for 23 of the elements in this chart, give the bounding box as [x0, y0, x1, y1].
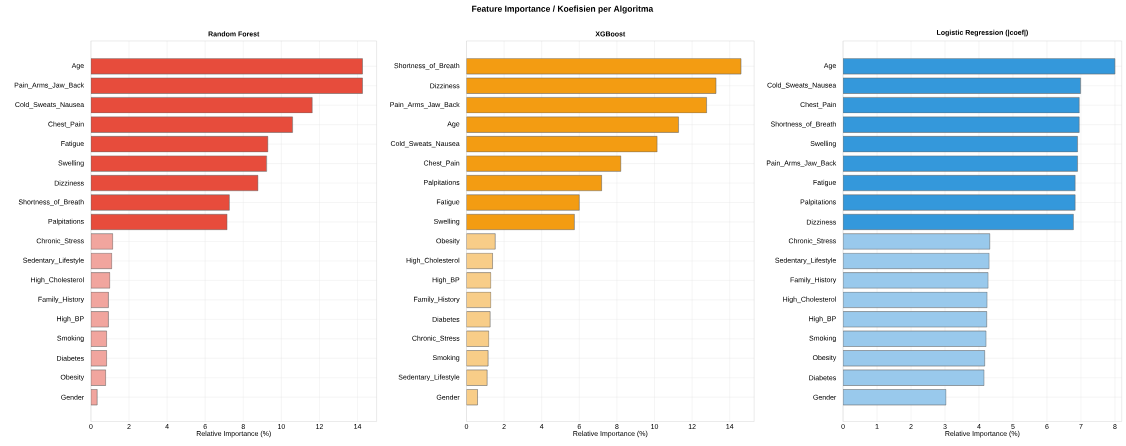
- bar: [843, 174, 1076, 191]
- bar: [843, 116, 1080, 133]
- bar: [843, 349, 986, 367]
- bar: [843, 369, 985, 386]
- bar: [90, 272, 111, 289]
- bar: [843, 252, 990, 269]
- bar: [466, 252, 493, 269]
- bar: [90, 174, 259, 191]
- bar: [90, 311, 109, 328]
- bar: [466, 135, 658, 152]
- bar: [466, 174, 602, 191]
- bar: [843, 213, 1074, 230]
- bar: [90, 135, 269, 152]
- bar: [90, 252, 113, 269]
- bar: [466, 272, 492, 289]
- bar: [90, 213, 228, 230]
- bar: [843, 272, 989, 289]
- bar: [843, 311, 988, 328]
- bar: [90, 77, 363, 94]
- text: Feature Importance / Koefisien per Algoritma: [472, 5, 654, 14]
- bar: [466, 77, 717, 94]
- bar: [90, 369, 107, 386]
- bar: [90, 349, 108, 367]
